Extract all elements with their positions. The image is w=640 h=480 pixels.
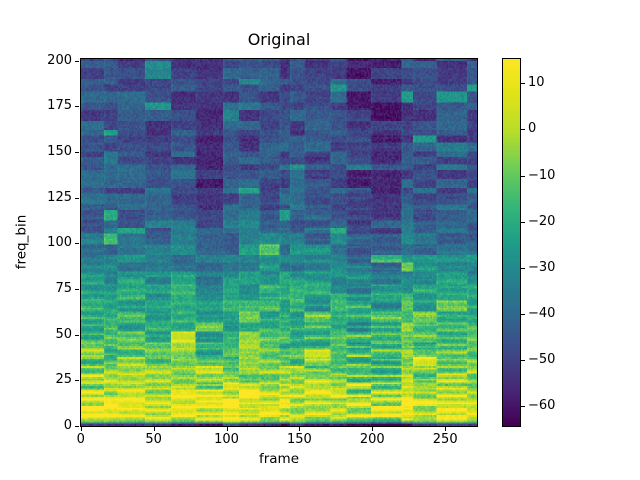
colorbar-tick-label: −10 — [528, 167, 556, 183]
y-tick-mark — [75, 106, 79, 108]
y-tick-mark — [75, 60, 79, 62]
colorbar-tick-label: −30 — [528, 259, 556, 275]
y-tick-label: 150 — [47, 144, 72, 160]
colorbar-tick-label: −60 — [528, 398, 556, 414]
colorbar-tick-label: −40 — [528, 305, 556, 321]
y-tick-label: 200 — [47, 52, 72, 68]
y-tick-mark — [75, 380, 79, 382]
colorbar-tick-mark — [521, 129, 525, 131]
colorbar-tick-mark — [521, 175, 525, 177]
colorbar-gradient — [503, 59, 520, 426]
colorbar — [502, 58, 521, 427]
y-tick-mark — [75, 197, 79, 199]
y-tick-mark — [75, 289, 79, 291]
x-tick-mark — [80, 427, 82, 431]
y-tick-mark — [75, 243, 79, 245]
y-tick-label: 25 — [55, 372, 72, 388]
colorbar-tick-label: −50 — [528, 352, 556, 368]
y-tick-mark — [75, 152, 79, 154]
colorbar-tick-mark — [521, 267, 525, 269]
plot-area — [80, 58, 478, 427]
y-tick-label: 100 — [47, 235, 72, 251]
spectrogram-heatmap — [81, 59, 477, 426]
x-tick-label: 200 — [359, 432, 385, 447]
x-tick-label: 100 — [214, 432, 239, 447]
plot-title: Original — [247, 30, 311, 49]
y-tick-mark — [75, 426, 79, 428]
y-tick-label: 50 — [55, 326, 72, 342]
x-tick-mark — [372, 427, 374, 431]
colorbar-tick-label: −20 — [528, 213, 556, 229]
x-tick-label: 0 — [76, 432, 85, 447]
y-tick-label: 175 — [47, 98, 72, 114]
y-tick-label: 0 — [63, 418, 72, 434]
colorbar-tick-mark — [521, 360, 525, 362]
x-axis-label: frame — [258, 451, 300, 467]
colorbar-tick-mark — [521, 221, 525, 223]
colorbar-tick-mark — [521, 83, 525, 85]
y-tick-mark — [75, 334, 79, 336]
x-tick-mark — [445, 427, 447, 431]
x-tick-mark — [226, 427, 228, 431]
colorbar-tick-label: 0 — [528, 121, 537, 137]
x-tick-label: 250 — [432, 432, 458, 447]
colorbar-tick-mark — [521, 313, 525, 315]
y-tick-label: 75 — [55, 281, 72, 297]
x-tick-mark — [153, 427, 155, 431]
x-tick-label: 150 — [286, 432, 312, 447]
x-tick-label: 50 — [145, 432, 162, 447]
x-tick-mark — [299, 427, 301, 431]
colorbar-tick-mark — [521, 406, 525, 408]
colorbar-tick-label: 10 — [528, 75, 545, 91]
y-tick-label: 125 — [47, 189, 72, 205]
